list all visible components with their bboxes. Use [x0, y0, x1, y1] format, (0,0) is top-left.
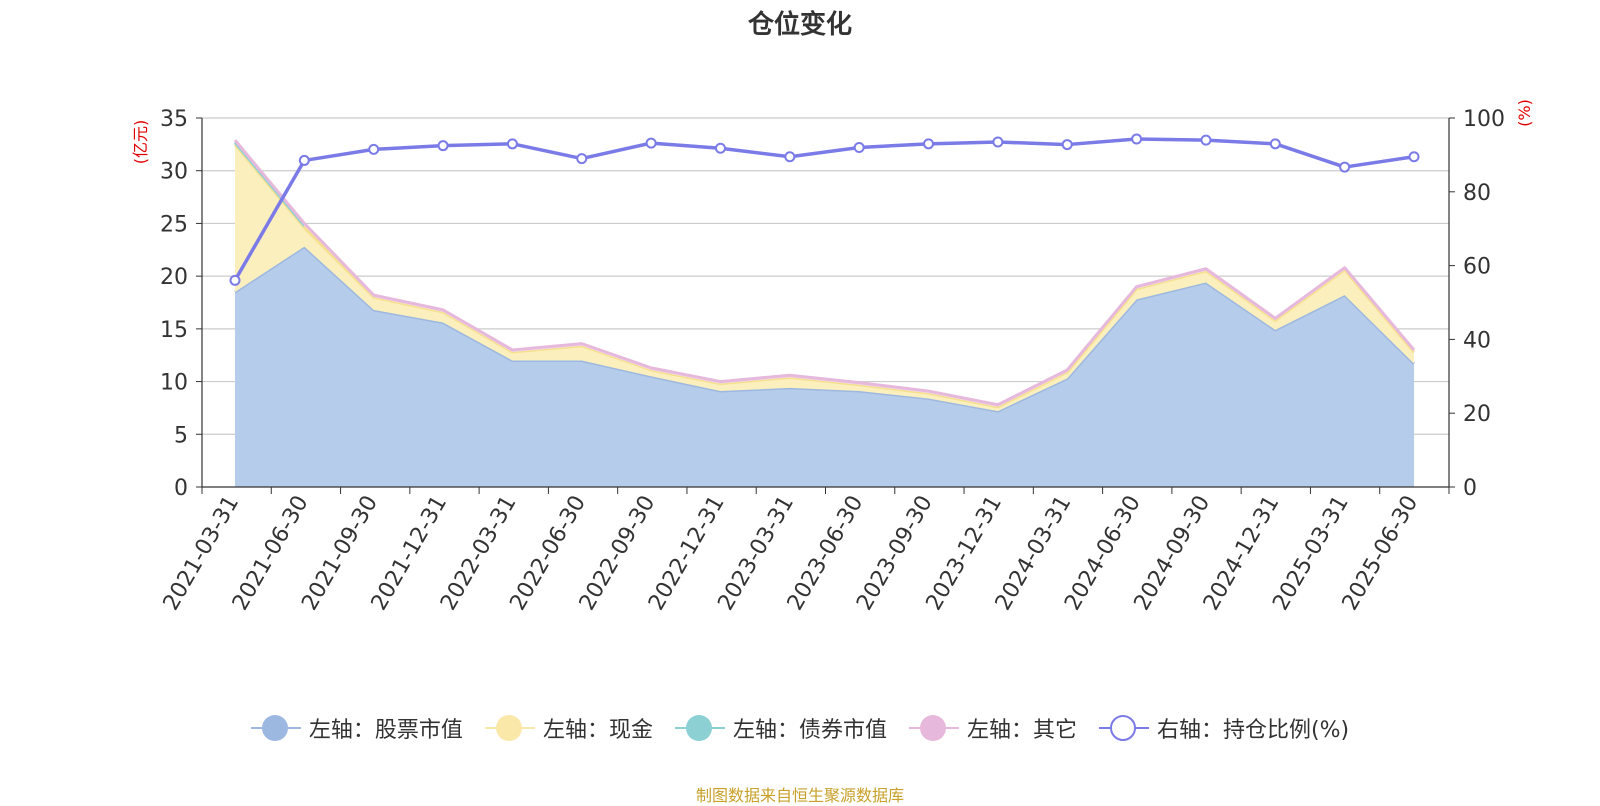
legend-marker-icon: [484, 714, 535, 742]
ratio-point: [506, 138, 518, 150]
source-note: 制图数据来自恒生聚源数据库: [695, 786, 904, 805]
area-series: [233, 139, 1416, 487]
ratio-point: [923, 138, 935, 150]
y-left-tick-label: 30: [160, 160, 188, 185]
ratio-point: [229, 274, 241, 286]
y-left-tick-label: 25: [160, 212, 188, 237]
legend-item[interactable]: 左轴：其它: [908, 712, 1077, 744]
y-right-unit-label: (%): [1515, 99, 1534, 127]
legend-marker-icon: [1098, 714, 1149, 742]
ratio-point: [368, 143, 380, 155]
ratio-point: [853, 142, 865, 154]
ratio-point: [1339, 161, 1351, 173]
y-left-tick-label: 20: [160, 265, 188, 290]
y-right-tick-label: 20: [1463, 402, 1491, 427]
y-right-tick-label: 80: [1463, 181, 1491, 206]
ratio-point: [1061, 139, 1073, 151]
legend-label: 左轴：其它: [966, 718, 1077, 743]
y-left-tick-label: 0: [174, 476, 188, 501]
legend: 左轴：股票市值 左轴：现金 左轴：债券市值 左轴：其它 右轴：持仓比例(%): [0, 712, 1600, 744]
ratio-point: [298, 154, 310, 166]
y-left-tick-label: 35: [160, 107, 188, 132]
ratio-point: [1269, 138, 1281, 150]
y-right-tick-label: 60: [1463, 255, 1491, 280]
legend-label: 左轴：股票市值: [308, 718, 463, 743]
ratio-point: [645, 137, 657, 149]
area-fill: [235, 246, 1414, 487]
y-left-tick-label: 10: [160, 371, 188, 396]
ratio-line: [233, 137, 1415, 282]
y-left-tick-label: 15: [160, 318, 188, 343]
chart-canvas: 05101520253035020406080100(亿元)(%)2021-03…: [131, 99, 1534, 615]
legend-item[interactable]: 左轴：现金: [484, 712, 653, 744]
x-tick-label: 2025-06-30: [1338, 492, 1424, 615]
ratio-point: [714, 142, 726, 154]
chart-title: 仓位变化: [747, 10, 852, 40]
y-left-tick-label: 5: [174, 423, 188, 448]
line-series: [229, 133, 1420, 286]
ratio-point: [1131, 133, 1143, 145]
legend-marker-icon: [250, 714, 301, 742]
ratio-point: [576, 153, 588, 165]
ratio-point: [992, 136, 1004, 148]
legend-label: 右轴：持仓比例(%): [1156, 718, 1350, 743]
legend-marker-icon: [908, 714, 959, 742]
y-left-unit-label: (亿元): [131, 120, 150, 165]
legend-label: 左轴：现金: [542, 718, 653, 743]
legend-label: 左轴：债券市值: [732, 718, 887, 743]
legend-marker-icon: [674, 714, 725, 742]
y-right-tick-label: 0: [1463, 476, 1477, 501]
ratio-point: [784, 151, 796, 163]
legend-item[interactable]: 右轴：持仓比例(%): [1098, 712, 1350, 744]
legend-item[interactable]: 左轴：股票市值: [250, 712, 463, 744]
y-right-tick-label: 40: [1463, 328, 1491, 353]
ratio-point: [437, 140, 449, 152]
legend-item[interactable]: 左轴：债券市值: [674, 712, 887, 744]
ratio-point: [1408, 151, 1420, 163]
area-top-line: [233, 139, 1416, 407]
y-right-tick-label: 100: [1463, 107, 1505, 132]
ratio-point: [1200, 134, 1212, 146]
